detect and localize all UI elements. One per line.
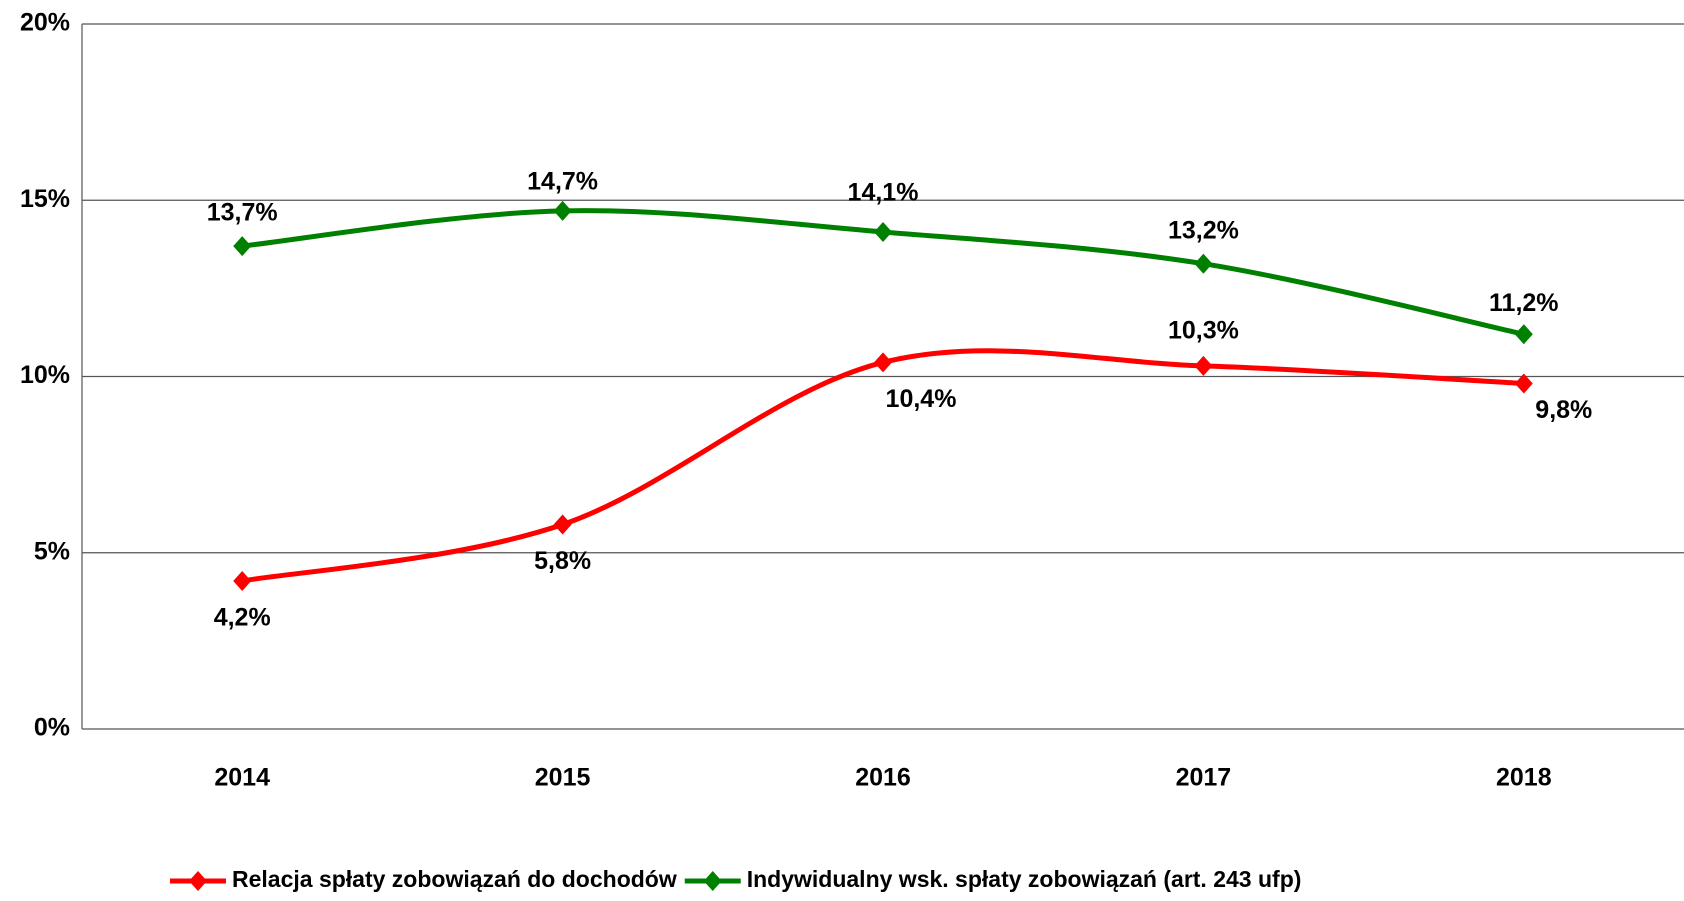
legend-marker (703, 871, 722, 891)
data-label: 11,2% (1489, 289, 1559, 317)
x-tick-label: 2014 (214, 764, 270, 792)
data-label: 14,1% (848, 179, 919, 207)
legend-label: Indywidualny wsk. spłaty zobowiązań (art… (747, 866, 1302, 892)
data-label: 14,7% (527, 167, 598, 195)
marker (233, 570, 252, 591)
data-label: 4,2% (214, 604, 271, 632)
data-label: 10,4% (886, 385, 957, 413)
y-tick-label: 20% (20, 9, 70, 37)
marker (1514, 373, 1533, 394)
x-tick-label: 2017 (1176, 764, 1232, 792)
marker (1514, 324, 1533, 345)
data-label: 13,7% (207, 199, 278, 227)
marker (874, 221, 892, 242)
y-tick-label: 0% (34, 714, 70, 742)
marker (1194, 253, 1213, 274)
series-line (241, 348, 1524, 584)
data-label: 10,3% (1168, 317, 1239, 345)
y-tick-label: 15% (20, 185, 70, 213)
marker (553, 514, 572, 535)
marker (874, 352, 892, 373)
x-tick-label: 2018 (1496, 764, 1552, 792)
marker (1194, 355, 1213, 376)
data-label: 9,8% (1535, 396, 1592, 424)
legend-label: Relacja spłaty zobowiązań do dochodów (232, 866, 677, 892)
marker (233, 236, 252, 257)
legend-marker (189, 871, 207, 891)
x-tick-label: 2015 (535, 764, 591, 792)
y-tick-label: 5% (34, 537, 70, 565)
marker (553, 200, 572, 221)
data-label: 5,8% (534, 547, 591, 575)
data-label: 13,2% (1168, 216, 1239, 244)
x-tick-label: 2016 (855, 764, 911, 792)
y-tick-label: 10% (20, 361, 70, 389)
